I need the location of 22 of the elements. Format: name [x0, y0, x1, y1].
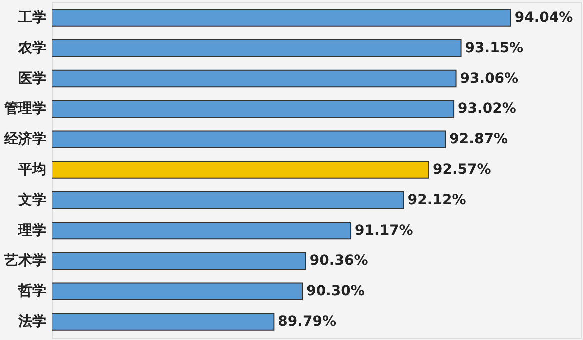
y-tick-label: 文学	[18, 191, 46, 208]
data-label: 92.87%	[450, 132, 508, 148]
data-label: 92.12%	[408, 192, 466, 208]
data-label: 93.15%	[465, 40, 524, 56]
y-tick-label: 法学	[18, 314, 46, 330]
data-label: 92.57%	[432, 162, 492, 178]
y-tick-label: 农学	[18, 40, 46, 56]
y-tick-label: 艺术学	[4, 253, 46, 270]
data-label: 91.17%	[355, 222, 414, 239]
data-label: 94.04%	[514, 10, 574, 26]
y-tick-label: 工学	[18, 10, 46, 26]
y-tick-label: 医学	[18, 70, 46, 87]
data-label: 93.02%	[458, 101, 516, 118]
y-tick-label: 经济学	[4, 130, 46, 148]
data-label: 90.30%	[306, 284, 365, 300]
data-label: 93.06%	[460, 70, 519, 87]
y-tick-label: 哲学	[18, 282, 46, 300]
y-tick-label: 平均	[18, 162, 46, 178]
data-label: 89.79%	[278, 314, 336, 330]
data-label: 90.36%	[310, 253, 368, 270]
y-tick-label: 理学	[18, 222, 46, 239]
y-tick-label: 管理学	[4, 101, 46, 118]
